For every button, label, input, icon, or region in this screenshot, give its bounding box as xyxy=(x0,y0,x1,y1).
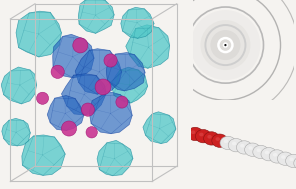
Circle shape xyxy=(223,43,228,48)
Polygon shape xyxy=(97,140,133,176)
Polygon shape xyxy=(143,112,176,144)
Polygon shape xyxy=(121,7,154,38)
Polygon shape xyxy=(89,91,132,134)
Circle shape xyxy=(237,141,252,154)
Circle shape xyxy=(191,130,195,134)
Circle shape xyxy=(215,137,220,141)
Polygon shape xyxy=(47,95,84,130)
Circle shape xyxy=(62,121,77,136)
Circle shape xyxy=(261,148,277,161)
Circle shape xyxy=(204,132,219,145)
Circle shape xyxy=(277,152,293,165)
Circle shape xyxy=(228,139,244,152)
Polygon shape xyxy=(53,34,94,78)
Polygon shape xyxy=(126,25,170,68)
Circle shape xyxy=(212,134,228,147)
Circle shape xyxy=(199,133,204,136)
Circle shape xyxy=(104,54,117,67)
Circle shape xyxy=(257,148,261,152)
Polygon shape xyxy=(62,74,106,115)
Circle shape xyxy=(281,155,286,159)
Circle shape xyxy=(265,151,269,154)
Circle shape xyxy=(240,144,244,148)
Circle shape xyxy=(224,44,226,46)
Polygon shape xyxy=(22,135,65,175)
Circle shape xyxy=(244,143,260,156)
Polygon shape xyxy=(111,67,148,103)
Circle shape xyxy=(51,65,64,78)
Circle shape xyxy=(248,146,253,150)
Circle shape xyxy=(116,96,128,108)
Circle shape xyxy=(273,153,277,157)
Circle shape xyxy=(294,156,296,170)
Circle shape xyxy=(253,145,268,159)
Circle shape xyxy=(86,127,97,138)
Circle shape xyxy=(220,136,236,149)
Polygon shape xyxy=(1,67,37,104)
Polygon shape xyxy=(78,0,114,33)
Circle shape xyxy=(195,129,211,143)
Polygon shape xyxy=(106,53,145,91)
Polygon shape xyxy=(16,11,62,57)
Circle shape xyxy=(286,154,296,168)
Polygon shape xyxy=(75,49,122,94)
Circle shape xyxy=(232,142,236,145)
Circle shape xyxy=(73,38,88,53)
Circle shape xyxy=(36,92,49,104)
Circle shape xyxy=(224,139,228,143)
Circle shape xyxy=(81,103,94,116)
Circle shape xyxy=(207,135,212,139)
Circle shape xyxy=(289,157,294,161)
Circle shape xyxy=(210,30,240,60)
Circle shape xyxy=(269,150,285,163)
Circle shape xyxy=(187,127,203,141)
Circle shape xyxy=(95,79,111,95)
Polygon shape xyxy=(2,118,30,146)
